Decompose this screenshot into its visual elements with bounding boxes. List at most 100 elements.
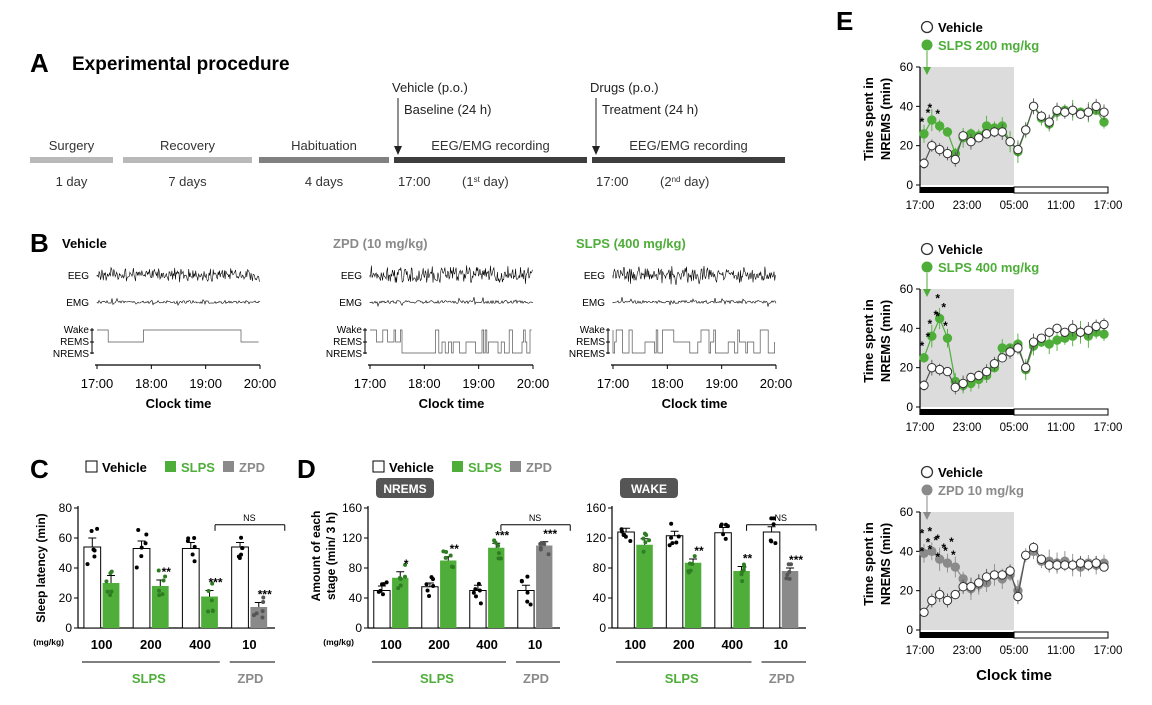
dose-label: 100 <box>624 637 646 652</box>
data-dot <box>139 554 144 559</box>
series-point <box>1091 558 1101 568</box>
data-dot <box>92 554 97 559</box>
series-point <box>919 380 929 391</box>
bar-vehicle <box>762 531 781 629</box>
data-dot <box>240 546 245 551</box>
legend-drug-marker <box>921 39 933 51</box>
dark-phase-bar <box>920 632 1014 638</box>
significance-mark: *** <box>789 553 803 567</box>
light-phase-bar <box>1013 186 1109 194</box>
dose-label: 400 <box>189 637 211 652</box>
series-point <box>1044 560 1054 570</box>
stage-start-time: 17:00 <box>596 174 629 189</box>
bar-drug <box>102 583 120 628</box>
significance-mark: * <box>935 107 940 121</box>
recording-title: Vehicle <box>62 236 107 251</box>
series-point <box>997 343 1007 353</box>
data-dot <box>139 545 144 550</box>
series-point <box>997 127 1007 137</box>
significance-mark: *** <box>543 527 557 541</box>
data-dot <box>473 594 478 599</box>
panel-e: E 0 20 40 60 17:00 23:00 05:00 11:00 17:00 Time sp… <box>836 6 1122 684</box>
stage-sub-label: Treatment (24 h) <box>602 102 698 117</box>
y-tick-label: 120 <box>342 531 362 545</box>
data-dot <box>431 584 436 589</box>
data-dot <box>525 599 530 604</box>
series-point <box>919 607 929 617</box>
data-dot <box>192 559 197 564</box>
data-dot <box>496 556 501 561</box>
data-dot <box>239 552 244 557</box>
y-axis-label-line: stage (min/ 3 h) <box>324 512 338 600</box>
data-dot <box>206 589 211 594</box>
data-dot <box>621 533 626 538</box>
data-dot <box>402 574 407 579</box>
data-dot <box>721 532 726 537</box>
day-prefix: (2 <box>660 174 672 189</box>
x-tick-label: 18:00 <box>135 376 168 391</box>
dose-label: 200 <box>673 637 695 652</box>
light-phase-bar <box>1013 631 1109 639</box>
data-dot <box>692 554 697 559</box>
group-label-zpd: ZPD <box>237 671 263 686</box>
series-point <box>1005 347 1015 357</box>
series-point <box>1036 554 1047 564</box>
y-axis-label: Time spent in NREMS (min) <box>861 299 893 383</box>
bar-drug <box>684 562 702 628</box>
legend-slps-label: SLPS <box>468 460 502 475</box>
bar-drug <box>440 560 457 628</box>
y-axis-label-line: NREMS (min) <box>878 523 893 605</box>
series-point <box>942 366 953 377</box>
y-tick-label: 80 <box>593 561 607 575</box>
x-tick-label: 23:00 <box>953 422 982 434</box>
y-tick-label: 160 <box>342 501 362 515</box>
series-point <box>934 589 945 600</box>
significance-mark: * <box>941 541 946 555</box>
significance-mark: * <box>935 292 940 306</box>
x-tick-label: 18:00 <box>651 376 684 391</box>
series-point <box>1052 335 1062 345</box>
x-tick-label: 23:00 <box>953 645 982 657</box>
significance-mark: * <box>949 535 954 549</box>
data-dot <box>669 535 674 540</box>
data-dot <box>144 532 149 537</box>
data-dot <box>156 568 161 573</box>
bar-vehicle <box>421 586 439 629</box>
series-point <box>966 137 976 147</box>
data-dot <box>448 553 453 558</box>
y-tick-label: 80 <box>349 561 363 575</box>
significance-mark: * <box>951 548 956 562</box>
x-tick-label: 17:00 <box>81 376 114 391</box>
series-point <box>950 154 961 165</box>
bar-drug <box>733 571 750 628</box>
data-dot <box>206 609 211 614</box>
y-tick-label: 40 <box>59 561 73 575</box>
bar-drug <box>636 544 653 628</box>
data-dot <box>384 580 389 585</box>
rems-label: REMS <box>576 337 605 348</box>
series-point <box>1052 105 1062 115</box>
dose-label: 100 <box>91 637 113 652</box>
series-point <box>1099 107 1109 117</box>
dose-label: 200 <box>140 637 162 652</box>
data-dot <box>741 568 746 573</box>
stage-badge-label: NREMS <box>383 482 426 496</box>
emg-trace <box>612 297 777 307</box>
series-point <box>1091 101 1101 112</box>
rems-label: REMS <box>333 337 362 348</box>
significance-mark: *** <box>209 576 223 590</box>
hypnogram-trace <box>97 329 259 343</box>
series-point <box>997 570 1007 580</box>
series-point <box>950 589 961 600</box>
nrems-label: NREMS <box>53 349 89 360</box>
series-point <box>950 562 961 572</box>
day-superscript: nd <box>672 175 681 184</box>
y-tick-label: 20 <box>900 361 914 375</box>
x-tick-label: 19:00 <box>189 376 222 391</box>
series-point <box>1091 321 1101 332</box>
bar-vehicle <box>517 590 535 629</box>
bar-drug <box>250 607 268 628</box>
wake-label: Wake <box>337 325 363 336</box>
x-tick-label: 17:00 <box>906 200 935 212</box>
